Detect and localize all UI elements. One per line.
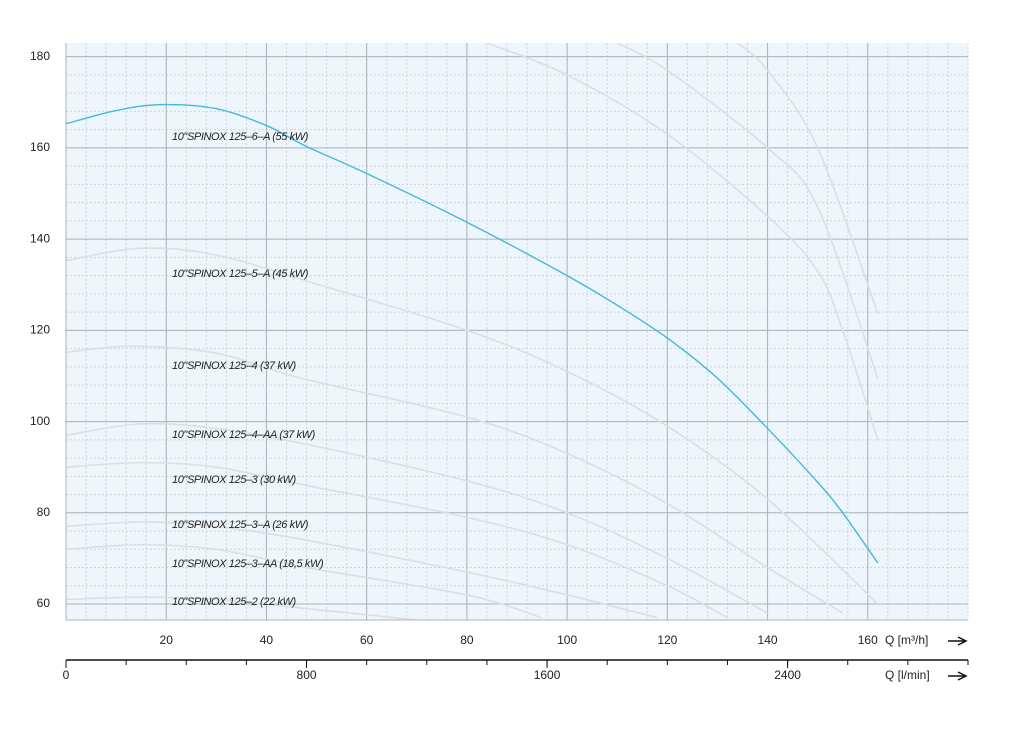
x-tick-label: 160 — [858, 633, 878, 647]
curve — [486, 43, 879, 441]
x2-tick-label: 2400 — [774, 668, 801, 682]
curve — [616, 43, 879, 379]
curve — [66, 596, 417, 620]
plot-background — [66, 43, 968, 620]
y-tick-label: 80 — [37, 505, 51, 519]
y-tick-label: 160 — [30, 140, 50, 154]
curve-label: 10"SPINOX 125–5–A (45 kW) — [172, 268, 309, 280]
curve — [66, 247, 879, 605]
curve — [66, 422, 768, 614]
curves — [66, 43, 879, 620]
x-tick-label: 20 — [160, 633, 174, 647]
x2-tick-label: 0 — [63, 668, 70, 682]
x2-tick-label: 800 — [297, 668, 317, 682]
curve — [66, 543, 543, 619]
x2-axis-label: Q [l/min] — [885, 668, 930, 682]
x-tick-label: 140 — [758, 633, 778, 647]
curve-label: 10"SPINOX 125–4 (37 kW) — [172, 360, 296, 372]
curve — [66, 461, 728, 619]
arrow — [948, 636, 968, 646]
curve-label: 10"SPINOX 125–3–A (26 kW) — [172, 519, 309, 531]
y-tick-label: 60 — [37, 596, 51, 610]
y-tick-label: 100 — [30, 414, 50, 428]
y-tick-label: 140 — [30, 231, 50, 245]
curve — [66, 521, 658, 619]
x-axis-label: Q [m³/h] — [885, 633, 928, 647]
x-tick-label: 40 — [260, 633, 274, 647]
y-tick-label: 180 — [30, 49, 50, 63]
x-tick-label: 60 — [360, 633, 374, 647]
curve-label: 10"SPINOX 125–6–A (55 kW) — [172, 131, 309, 143]
curve — [66, 345, 844, 614]
arrow — [948, 671, 968, 681]
curve-label: 10"SPINOX 125–3–AA (18,5 kW) — [172, 558, 324, 570]
curve-label: 10"SPINOX 125–4–AA (37 kW) — [172, 429, 316, 441]
curve-label: 10"SPINOX 125–3 (30 kW) — [172, 474, 296, 486]
x-tick-label: 120 — [657, 633, 677, 647]
x-tick-label: 80 — [460, 633, 474, 647]
labels: 10"SPINOX 125–2 (22 kW) 10"SPINOX 125–3–A… — [172, 131, 324, 608]
curve-label: 10"SPINOX 125–2 (22 kW) — [172, 596, 296, 608]
curve — [736, 43, 879, 314]
x2-tick-label: 1600 — [534, 668, 561, 682]
x-tick-label: 100 — [557, 633, 577, 647]
grid — [65, 43, 969, 620]
y-tick-label: 120 — [30, 323, 50, 337]
curve — [66, 103, 879, 564]
